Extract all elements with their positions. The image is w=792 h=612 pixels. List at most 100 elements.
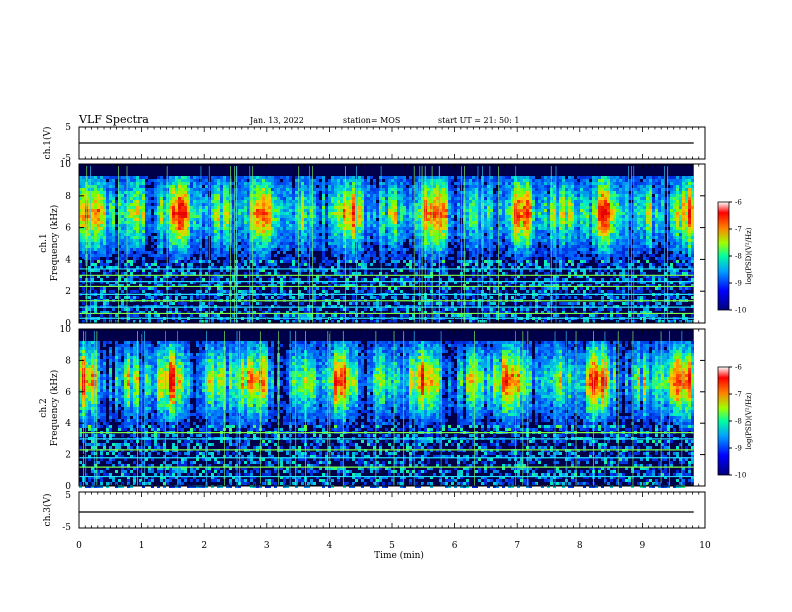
spectrogram-cell xyxy=(184,245,187,248)
spectrogram-cell xyxy=(379,182,382,185)
spectrogram-cell xyxy=(256,221,259,224)
spectrogram-cell xyxy=(214,284,217,287)
spectrogram-cell xyxy=(448,221,451,224)
spectrogram-cell xyxy=(436,215,439,218)
spectrogram-cell xyxy=(406,275,409,278)
spectrogram-cell xyxy=(448,203,451,206)
spectrogram-cell xyxy=(154,215,157,218)
spectrogram-cell xyxy=(391,176,394,179)
spectrogram-cell xyxy=(127,230,130,233)
spectrogram-cell xyxy=(247,188,250,191)
spectrogram-cell xyxy=(283,251,286,254)
spectrogram-cell xyxy=(409,194,412,197)
spectrogram-cell xyxy=(223,218,226,221)
spectrogram-cell xyxy=(241,257,244,260)
spectrogram-cell xyxy=(211,182,214,185)
spectrogram-cell xyxy=(370,224,373,227)
spectrogram-cell xyxy=(277,266,280,269)
spectrogram-cell xyxy=(427,218,430,221)
spectrogram-cell xyxy=(427,245,430,248)
spectrogram-cell xyxy=(148,182,151,185)
spectrogram-cell xyxy=(250,182,253,185)
spectrogram-cell xyxy=(241,215,244,218)
spectrogram-cell xyxy=(436,284,439,287)
spectrogram-cell xyxy=(250,320,253,323)
spectrogram-cell xyxy=(346,179,349,182)
spectrogram-cell xyxy=(118,209,121,212)
spectrogram-cell xyxy=(343,308,346,311)
spectrogram-cell xyxy=(145,239,148,242)
spectrogram-cell xyxy=(148,200,151,203)
spectrogram-cell xyxy=(415,203,418,206)
spectrogram-cell xyxy=(163,296,166,299)
spectrogram-cell xyxy=(484,230,487,233)
spectrogram-cell xyxy=(253,284,256,287)
spectrogram-cell xyxy=(406,197,409,200)
spectrogram-cell xyxy=(79,176,82,179)
spectrogram-cell xyxy=(151,287,154,290)
spectrogram-cell xyxy=(112,221,115,224)
spectrogram-cell xyxy=(226,296,229,299)
spectrogram-cell xyxy=(163,227,166,230)
spectrogram-cell xyxy=(283,197,286,200)
spectrogram-cell xyxy=(253,224,256,227)
spectrogram-cell xyxy=(436,209,439,212)
spectrogram-cell xyxy=(142,227,145,230)
spectrogram-cell xyxy=(484,266,487,269)
spectrogram-cell xyxy=(310,239,313,242)
spectrogram-cell xyxy=(214,218,217,221)
spectrogram-cell xyxy=(313,284,316,287)
spectrogram-cell xyxy=(352,248,355,251)
spectrogram-cell xyxy=(130,197,133,200)
spectrogram-cell xyxy=(193,272,196,275)
spectrogram-cell xyxy=(214,278,217,281)
spectrogram-cell xyxy=(487,218,490,221)
spectrogram-cell xyxy=(379,188,382,191)
spectrogram-cell xyxy=(490,194,493,197)
spectrogram-cell xyxy=(331,266,334,269)
spectrogram-cell xyxy=(466,290,469,293)
spectrogram-cell xyxy=(268,257,271,260)
spectrogram-cell xyxy=(382,275,385,278)
spectrogram-cell xyxy=(415,320,418,323)
spectrogram-cell xyxy=(439,242,442,245)
spectrogram-cell xyxy=(337,245,340,248)
spectrogram-cell xyxy=(115,245,118,248)
spectrogram-cell xyxy=(397,203,400,206)
spectrogram-cell xyxy=(469,251,472,254)
spectrogram-cell xyxy=(364,188,367,191)
spectrogram-cell xyxy=(214,224,217,227)
spectrogram-cell xyxy=(430,233,433,236)
spectrogram-cell xyxy=(313,320,316,323)
spectrogram-cell xyxy=(133,257,136,260)
spectrogram-cell xyxy=(439,218,442,221)
spectrogram-cell xyxy=(409,230,412,233)
spectrogram-cell xyxy=(211,311,214,314)
spectrogram-cell xyxy=(328,212,331,215)
spectrogram-cell xyxy=(415,245,418,248)
spectrogram-cell xyxy=(247,203,250,206)
spectrogram-cell xyxy=(361,230,364,233)
spectrogram-cell xyxy=(136,221,139,224)
spectrogram-cell xyxy=(469,185,472,188)
spectrogram-cell xyxy=(106,209,109,212)
spectrogram-cell xyxy=(271,227,274,230)
spectrogram-cell xyxy=(430,290,433,293)
spectrogram-cell xyxy=(157,203,160,206)
spectrogram-cell xyxy=(136,239,139,242)
spectrogram-cell xyxy=(304,227,307,230)
spectrogram-cell xyxy=(313,230,316,233)
spectrogram-cell xyxy=(199,308,202,311)
spectrogram-cell xyxy=(145,224,148,227)
spectrogram-cell xyxy=(193,218,196,221)
spectrogram-cell xyxy=(199,290,202,293)
spectrogram-cell xyxy=(379,215,382,218)
spectrogram-cell xyxy=(94,254,97,257)
spectrogram-cell xyxy=(124,203,127,206)
spectrogram-cell xyxy=(457,257,460,260)
spectrogram-cell xyxy=(265,260,268,263)
spectrogram-cell xyxy=(217,287,220,290)
spectrogram-cell xyxy=(376,236,379,239)
spectrogram-cell xyxy=(181,191,184,194)
spectrogram-cell xyxy=(304,203,307,206)
